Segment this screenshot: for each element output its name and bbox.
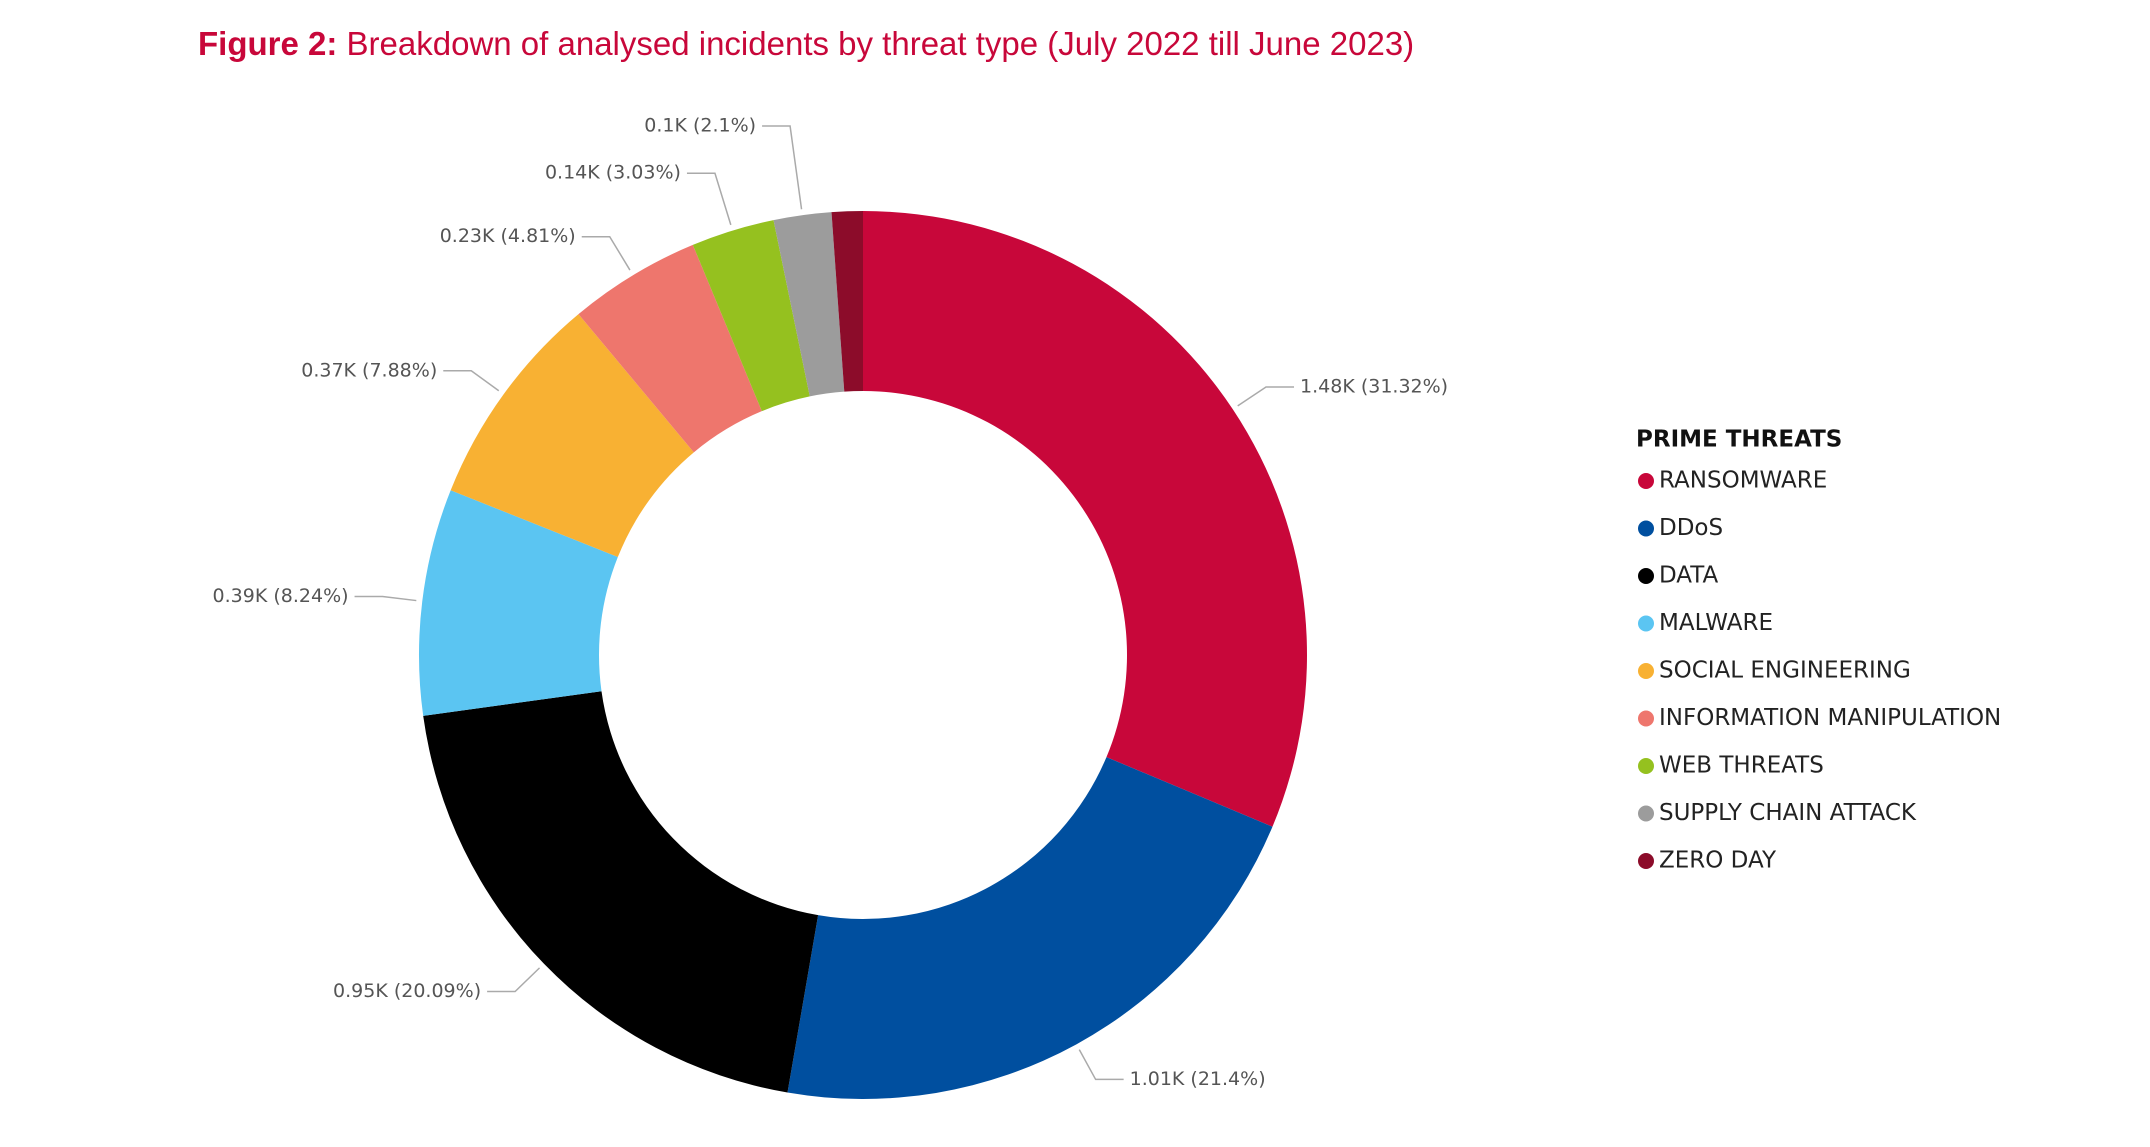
data-label: 0.23K (4.81%) <box>440 225 576 247</box>
leader-line <box>581 235 631 271</box>
leader-line <box>1078 1049 1124 1081</box>
leader-line <box>762 125 803 210</box>
donut-slice <box>450 314 694 558</box>
legend-marker <box>1638 663 1654 679</box>
donut-slice <box>787 757 1273 1099</box>
data-label: 0.39K (8.24%) <box>213 585 349 607</box>
legend-label: SUPPLY CHAIN ATTACK <box>1659 800 1917 826</box>
figure-label: Figure 2: <box>198 25 337 62</box>
legend-label: DDoS <box>1659 515 1723 541</box>
data-label: 0.14K (3.03%) <box>545 162 681 184</box>
data-label: 0.37K (7.88%) <box>301 359 437 381</box>
legend-marker <box>1638 520 1654 537</box>
legend-marker <box>1638 568 1654 584</box>
legend-label: INFORMATION MANIPULATION <box>1659 705 2001 731</box>
legend-marker <box>1638 615 1654 632</box>
donut-slice <box>692 220 810 412</box>
leader-line <box>354 595 417 602</box>
title-text: Breakdown of analysed incidents by threa… <box>347 25 1415 62</box>
data-label: 1.01K (21.4%) <box>1130 1068 1266 1090</box>
donut-slice <box>863 211 1307 827</box>
donut-slice <box>831 211 863 392</box>
legend-marker <box>1638 805 1654 822</box>
legend-label: RANSOMWARE <box>1659 468 1827 494</box>
legend-label: ZERO DAY <box>1659 848 1777 874</box>
legend-marker <box>1638 710 1654 727</box>
legend-label: SOCIAL ENGINEERING <box>1659 658 1911 684</box>
data-label: 0.95K (20.09%) <box>333 980 481 1002</box>
data-label: 1.48K (31.32%) <box>1300 375 1448 397</box>
leader-line <box>487 967 541 993</box>
donut-slice <box>419 490 618 716</box>
legend-label: DATA <box>1659 563 1719 589</box>
leader-line <box>686 172 732 226</box>
donut-slice <box>773 212 845 397</box>
donut-slice <box>423 691 819 1093</box>
leader-line <box>443 370 500 392</box>
data-label: 0.1K (2.1%) <box>644 115 756 137</box>
legend-label: WEB THREATS <box>1659 753 1824 779</box>
leader-line <box>1237 386 1295 407</box>
chart-title: Figure 2: Breakdown of analysed incident… <box>198 25 1414 62</box>
donut-slice <box>578 244 762 453</box>
legend-label: MALWARE <box>1659 610 1773 636</box>
legend-marker <box>1638 853 1654 869</box>
legend-title: PRIME THREATS <box>1636 427 1842 453</box>
legend-marker <box>1638 473 1654 489</box>
legend-marker <box>1638 758 1654 774</box>
